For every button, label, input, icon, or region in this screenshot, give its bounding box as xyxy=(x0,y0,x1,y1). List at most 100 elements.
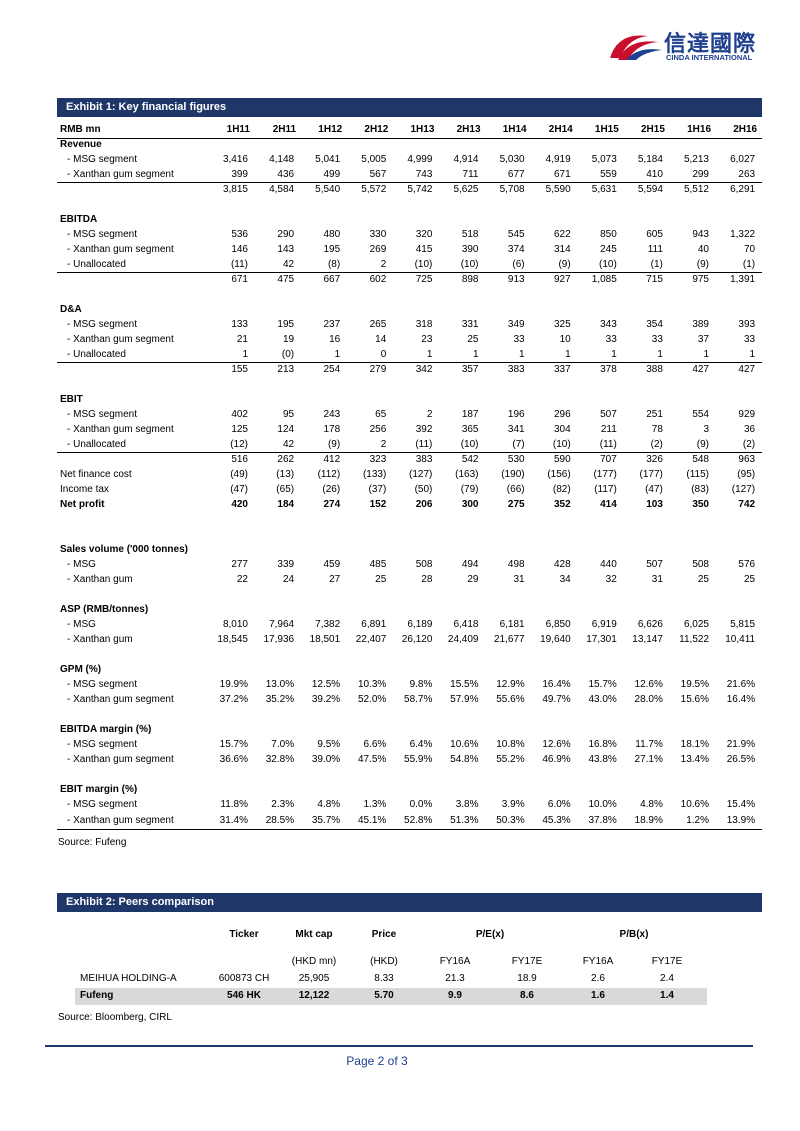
cell-value: (1) xyxy=(650,259,663,270)
table-rule xyxy=(57,272,762,273)
cell-value: 15.7% xyxy=(219,739,248,750)
source-note: Source: Fufeng xyxy=(58,837,127,848)
logo-subtext: CINDA INTERNATIONAL xyxy=(666,53,753,62)
cell-value: 331 xyxy=(461,319,479,330)
cell-value: (177) xyxy=(593,469,617,480)
cell-value: 420 xyxy=(231,499,248,510)
cell-value: 2.4 xyxy=(660,973,674,984)
cell-value: (117) xyxy=(594,484,617,495)
cell-value: 243 xyxy=(323,409,341,420)
cell-value: 3.8% xyxy=(455,799,479,810)
section-heading: GPM (%) xyxy=(60,664,102,675)
cell-value: 8.33 xyxy=(374,973,394,984)
cell-value: 415 xyxy=(415,244,433,255)
row-label: - MSG xyxy=(67,559,96,570)
column-header: 2H13 xyxy=(456,124,481,135)
cell-value: 196 xyxy=(507,409,525,420)
cell-value: 6,291 xyxy=(730,184,756,195)
cell-value: 2.3% xyxy=(271,799,295,810)
row-label: - Xanthan gum xyxy=(67,574,133,585)
cell-value: (9) xyxy=(327,439,341,450)
cell-value: 393 xyxy=(738,319,756,330)
column-header: P/E(x) xyxy=(475,929,505,940)
cell-value: 46.9% xyxy=(542,754,571,765)
cell-value: 27 xyxy=(329,574,341,585)
cell-value: 11,522 xyxy=(679,634,709,645)
cell-value: 5,572 xyxy=(361,184,387,195)
cell-value: 2 xyxy=(380,259,387,270)
cell-value: 667 xyxy=(323,274,341,285)
cell-value: 1 xyxy=(472,349,479,360)
cell-value: 263 xyxy=(738,169,756,180)
cell-value: 23 xyxy=(421,334,433,345)
column-header: 2H11 xyxy=(272,124,297,135)
cell-value: 195 xyxy=(323,244,341,255)
column-header: 1H12 xyxy=(318,124,343,135)
cell-value: 12.9% xyxy=(496,679,525,690)
cell-value: (0) xyxy=(281,349,295,360)
cell-value: 6,189 xyxy=(407,619,433,630)
cell-value: 6,891 xyxy=(361,619,387,630)
cell-value: 352 xyxy=(554,499,571,510)
cell-value: 19.5% xyxy=(680,679,709,690)
table-rule xyxy=(57,362,762,363)
cell-value: 18.9 xyxy=(517,973,537,984)
exhibit-title-bar xyxy=(57,893,762,912)
cell-value: 25,905 xyxy=(298,973,330,984)
cell-value: 507 xyxy=(600,409,617,420)
cell-value: 6,181 xyxy=(499,619,525,630)
cell-value: 707 xyxy=(600,454,617,465)
cell-value: (37) xyxy=(368,484,387,495)
cell-value: 725 xyxy=(415,274,433,285)
cell-value: (11) xyxy=(230,259,248,270)
cell-value: 5,708 xyxy=(499,184,525,195)
cell-value: 15.4% xyxy=(726,799,756,810)
cell-value: 5,540 xyxy=(315,184,341,195)
cell-value: 184 xyxy=(277,499,295,510)
cell-value: 4.8% xyxy=(640,799,663,810)
cell-value: 1.2% xyxy=(686,815,709,826)
cell-value: 10.6% xyxy=(450,739,479,750)
cell-value: 52.0% xyxy=(357,694,387,705)
cell-value: 9.9 xyxy=(448,990,462,1001)
cell-value: 622 xyxy=(554,229,571,240)
cell-value: 10.0% xyxy=(588,799,617,810)
cell-value: 296 xyxy=(554,409,571,420)
cell-value: (83) xyxy=(691,484,709,495)
cell-value: (163) xyxy=(455,469,479,480)
cell-value: 536 xyxy=(231,229,248,240)
cell-value: 459 xyxy=(323,559,341,570)
cell-value: 507 xyxy=(646,559,663,570)
cell-value: 254 xyxy=(323,364,341,375)
cell-value: 12.5% xyxy=(311,679,341,690)
cell-value: 337 xyxy=(554,364,571,375)
cell-value: 256 xyxy=(369,424,387,435)
cell-value: (127) xyxy=(731,484,756,495)
cell-value: 124 xyxy=(277,424,295,435)
cell-value: 10.6% xyxy=(680,799,709,810)
cell-value: 2 xyxy=(426,409,433,420)
cell-value: 47.5% xyxy=(357,754,387,765)
cell-value: 349 xyxy=(507,319,525,330)
cell-value: 2.6 xyxy=(591,973,605,984)
cell-value: 378 xyxy=(600,364,617,375)
cell-value: 70 xyxy=(743,244,756,255)
cell-value: 10.3% xyxy=(357,679,387,690)
cell-value: 4,919 xyxy=(545,154,571,165)
cell-value: 26,120 xyxy=(401,634,433,645)
cell-value: 25 xyxy=(743,574,756,585)
cell-value: 412 xyxy=(323,454,341,465)
cell-value: 2 xyxy=(380,439,387,450)
column-header: RMB mn xyxy=(60,124,101,135)
cell-value: 320 xyxy=(415,229,433,240)
cell-value: 343 xyxy=(600,319,617,330)
row-label: - Xanthan gum segment xyxy=(67,754,174,765)
cell-value: 742 xyxy=(738,499,756,510)
cell-value: 31 xyxy=(513,574,525,585)
cell-value: 389 xyxy=(692,319,709,330)
row-label: - Xanthan gum segment xyxy=(67,244,174,255)
cell-value: 36.6% xyxy=(219,754,248,765)
cell-value: 1 xyxy=(426,349,433,360)
cell-value: 12.6% xyxy=(542,739,571,750)
cell-value: 711 xyxy=(462,169,479,180)
